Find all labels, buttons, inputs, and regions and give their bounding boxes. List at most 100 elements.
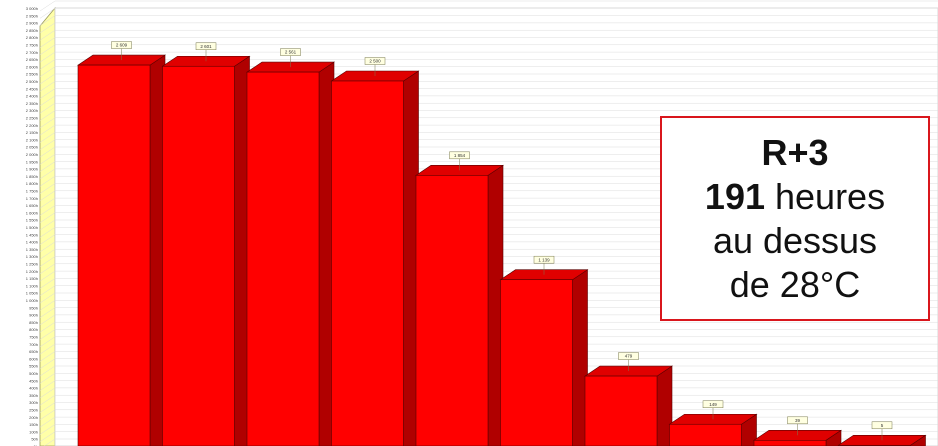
bar (331, 80, 404, 446)
grid-line-wall (39, 373, 56, 384)
y-tick-label: 1 050h (26, 291, 38, 296)
grid-line-wall (39, 263, 56, 275)
y-tick-label: 2 650h (26, 57, 38, 62)
y-tick-label: 450h (29, 378, 38, 383)
annotation-hours: 191 heures (705, 175, 885, 219)
y-tick-label: 350h (29, 393, 38, 398)
value-label: 149 (709, 402, 717, 407)
y-tick-label: 100h (29, 429, 38, 434)
y-tick-label: 2 800h (26, 35, 38, 40)
grid-line-wall (39, 110, 56, 121)
grid-line-wall (39, 300, 56, 311)
y-axis-tick-labels: 0h 50h 100h 150h 200h 250h 300h 350h 400h 450h 500… (26, 6, 38, 446)
y-tick-label: 1 500h (26, 225, 38, 230)
grid-line-wall (39, 190, 56, 202)
grid-line-wall (39, 37, 56, 48)
y-tick-label: 600h (29, 356, 38, 361)
y-tick-label: 850h (29, 320, 38, 325)
grid-line-wall (39, 44, 56, 56)
grid-line-wall (39, 154, 56, 165)
y-tick-label: 2 900h (26, 21, 38, 26)
grid-line-wall (39, 81, 56, 92)
value-label: 2 561 (285, 50, 297, 55)
y-tick-label: 550h (29, 364, 38, 369)
bar (584, 375, 658, 446)
grid-line-wall (39, 139, 56, 150)
y-tick-label: 1 450h (26, 232, 38, 237)
y-tick-label: 0h (34, 444, 38, 446)
y-tick-label: 2 200h (26, 123, 38, 128)
y-tick-label: 1 550h (26, 218, 38, 223)
value-label: 1 854 (454, 153, 466, 158)
annotation-threshold: de 28°C (729, 263, 861, 305)
bar (669, 423, 742, 446)
annotation-hours-unit: heures (765, 175, 886, 217)
grid-line-wall (39, 241, 56, 253)
grid-line-wall (39, 146, 56, 158)
y-tick-label: 1 800h (26, 181, 38, 186)
grid-line-wall (39, 234, 56, 245)
bars (77, 54, 927, 446)
grid-line-wall (39, 66, 56, 77)
y-tick-label: 2 750h (26, 43, 38, 48)
grid-line-wall (39, 95, 56, 107)
grid-line-wall (39, 329, 56, 340)
y-tick-label: 3 000h (26, 6, 38, 11)
bar (415, 175, 489, 446)
grid-line-wall (39, 124, 56, 136)
y-tick-label: 2 850h (26, 28, 38, 33)
y-tick-label: 1 900h (26, 167, 38, 172)
y-tick-label: 2 050h (26, 145, 38, 150)
value-label: 5 (881, 423, 884, 428)
grid-line-wall (39, 205, 56, 216)
y-tick-label: 1 300h (26, 254, 38, 259)
y-tick-label: 1 350h (26, 247, 38, 252)
annotation-above: au dessus (712, 219, 878, 261)
grid-line-wall (39, 117, 56, 129)
grid-line-wall (39, 22, 56, 34)
grid-line-wall (39, 183, 56, 194)
y-tick-label: 300h (29, 400, 38, 405)
y-tick-label: 950h (29, 305, 38, 310)
grid-line-wall (39, 212, 56, 223)
y-tick-label: 1 100h (26, 283, 38, 288)
y-tick-label: 800h (29, 327, 38, 332)
grid-line-wall (39, 321, 56, 333)
grid-line-wall (39, 161, 56, 172)
annotation-hours-value: 191 (704, 175, 765, 217)
grid-line-wall (39, 285, 56, 296)
grid-line-wall (39, 358, 56, 369)
grid-line-wall (39, 88, 56, 99)
grid-line-wall (39, 73, 56, 85)
grid-line-wall (39, 278, 56, 289)
y-tick-label: 2 250h (26, 116, 38, 121)
grid-line-wall (39, 248, 56, 260)
annotation-level: R+3 (761, 131, 829, 173)
y-tick-label: 1 250h (26, 262, 38, 267)
value-label: 39 (795, 418, 801, 423)
grid-line-wall (44, 438, 56, 446)
y-tick-label: 250h (29, 408, 38, 413)
grid-line-wall (39, 168, 56, 180)
value-label: 479 (625, 354, 633, 359)
grid-line-wall (39, 132, 56, 143)
grid-line-wall (39, 59, 56, 70)
chart-left-wall (39, 6, 56, 446)
y-tick-label: 2 000h (26, 152, 38, 157)
grid-line-wall (39, 197, 56, 209)
y-tick-label: 1 850h (26, 174, 38, 179)
y-tick-label: 2 500h (26, 79, 38, 84)
grid-line-wall (39, 351, 56, 362)
value-label: 2 609 (116, 43, 128, 48)
grid-line-wall (39, 175, 56, 187)
y-tick-label: 650h (29, 349, 38, 354)
grid-line-wall (39, 292, 56, 304)
y-tick-label: 2 450h (26, 86, 38, 91)
y-tick-label: 400h (29, 386, 38, 391)
y-tick-label: 1 650h (26, 203, 38, 208)
grid-line-wall (39, 15, 56, 26)
bar (753, 440, 827, 446)
grid-line-wall (39, 394, 56, 406)
grid-line-wall (39, 416, 56, 428)
